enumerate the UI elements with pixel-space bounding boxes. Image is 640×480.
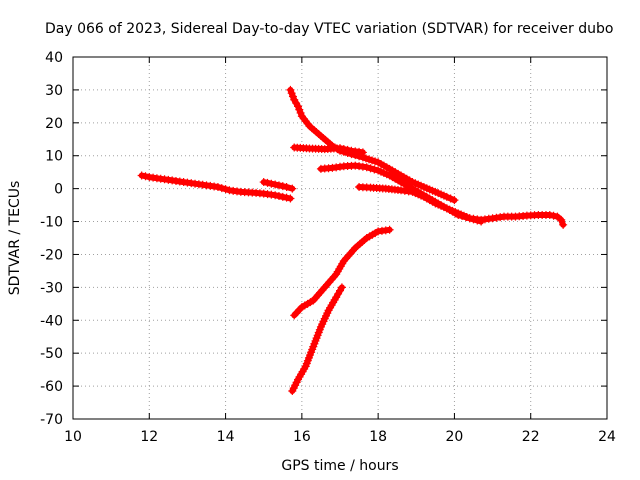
data-point [288, 92, 297, 101]
data-point [469, 215, 478, 224]
y-tick-label: -40 [40, 313, 63, 329]
x-tick-label: 22 [522, 429, 540, 445]
data-point [286, 194, 295, 203]
series-2 [259, 178, 297, 193]
data-point [362, 163, 371, 172]
data-point [288, 184, 297, 193]
data-point [274, 181, 283, 190]
y-tick-label: -60 [40, 379, 63, 395]
data-point [545, 210, 554, 219]
x-tick-label: 10 [64, 429, 82, 445]
y-tick-label: -50 [40, 346, 63, 362]
series-7 [290, 225, 394, 320]
data-point [271, 191, 280, 200]
data-points [137, 85, 568, 396]
series-4 [290, 143, 367, 157]
data-point [339, 145, 348, 154]
data-point [278, 182, 287, 191]
series-3 [286, 85, 459, 205]
data-point [465, 214, 474, 223]
data-point [286, 85, 295, 94]
data-point [337, 283, 346, 292]
data-point [385, 225, 394, 234]
chart-title: Day 066 of 2023, Sidereal Day-to-day VTE… [45, 21, 613, 37]
data-point [274, 192, 283, 201]
x-tick-label: 12 [140, 429, 158, 445]
data-point [334, 289, 343, 298]
data-point [217, 184, 226, 193]
data-point [446, 194, 455, 203]
y-tick-label: -10 [40, 215, 63, 231]
data-point [549, 211, 558, 220]
x-tick-label: 16 [293, 429, 311, 445]
data-point [292, 99, 301, 108]
data-point [370, 165, 379, 174]
data-point [221, 185, 230, 194]
x-axis-label: GPS time / hours [281, 458, 398, 474]
data-point [553, 212, 562, 221]
y-tick-label: 40 [45, 50, 63, 66]
data-point [137, 171, 146, 180]
data-point [295, 105, 304, 114]
y-tick-label: 30 [45, 83, 63, 99]
data-point [278, 192, 287, 201]
y-tick-label: 0 [54, 182, 63, 198]
y-tick-label: -70 [40, 412, 63, 428]
y-axis-label: SDTVAR / TECUs [7, 181, 23, 296]
data-point [296, 108, 305, 117]
data-point [477, 217, 486, 226]
data-point [141, 172, 150, 181]
series-1 [137, 171, 295, 203]
data-point [271, 180, 280, 189]
data-point [450, 196, 459, 205]
data-point [332, 293, 341, 302]
data-point [267, 179, 276, 188]
y-tick-label: -20 [40, 247, 63, 263]
data-point [336, 144, 344, 153]
chart-grid [73, 57, 607, 419]
y-tick-label: 10 [45, 149, 63, 165]
data-point [442, 192, 451, 201]
data-point [282, 193, 291, 202]
data-point [287, 89, 296, 98]
y-tick-label: 20 [45, 116, 63, 132]
series-8 [288, 283, 346, 396]
x-tick-label: 14 [217, 429, 235, 445]
data-point [557, 215, 566, 224]
data-point [259, 178, 268, 187]
y-tick-label: -30 [40, 280, 63, 296]
plot-frame [72, 56, 608, 420]
data-point [366, 164, 375, 173]
data-point [473, 216, 482, 225]
data-point [358, 148, 367, 157]
data-point [263, 178, 272, 187]
data-point [294, 102, 303, 111]
x-tick-label: 18 [369, 429, 387, 445]
x-tick-label: 20 [446, 429, 464, 445]
data-point [290, 95, 299, 104]
series-6 [355, 182, 486, 226]
data-point [336, 286, 344, 295]
x-tick-label: 24 [598, 429, 616, 445]
data-point [559, 220, 568, 229]
data-point [282, 182, 291, 191]
axis-ticks: 10 12 14 16 18 20 22 24 40 30 20 10 0 -10 -20 -30 -40 -50… [40, 50, 616, 445]
data-point [213, 182, 222, 191]
data-point [343, 145, 352, 154]
